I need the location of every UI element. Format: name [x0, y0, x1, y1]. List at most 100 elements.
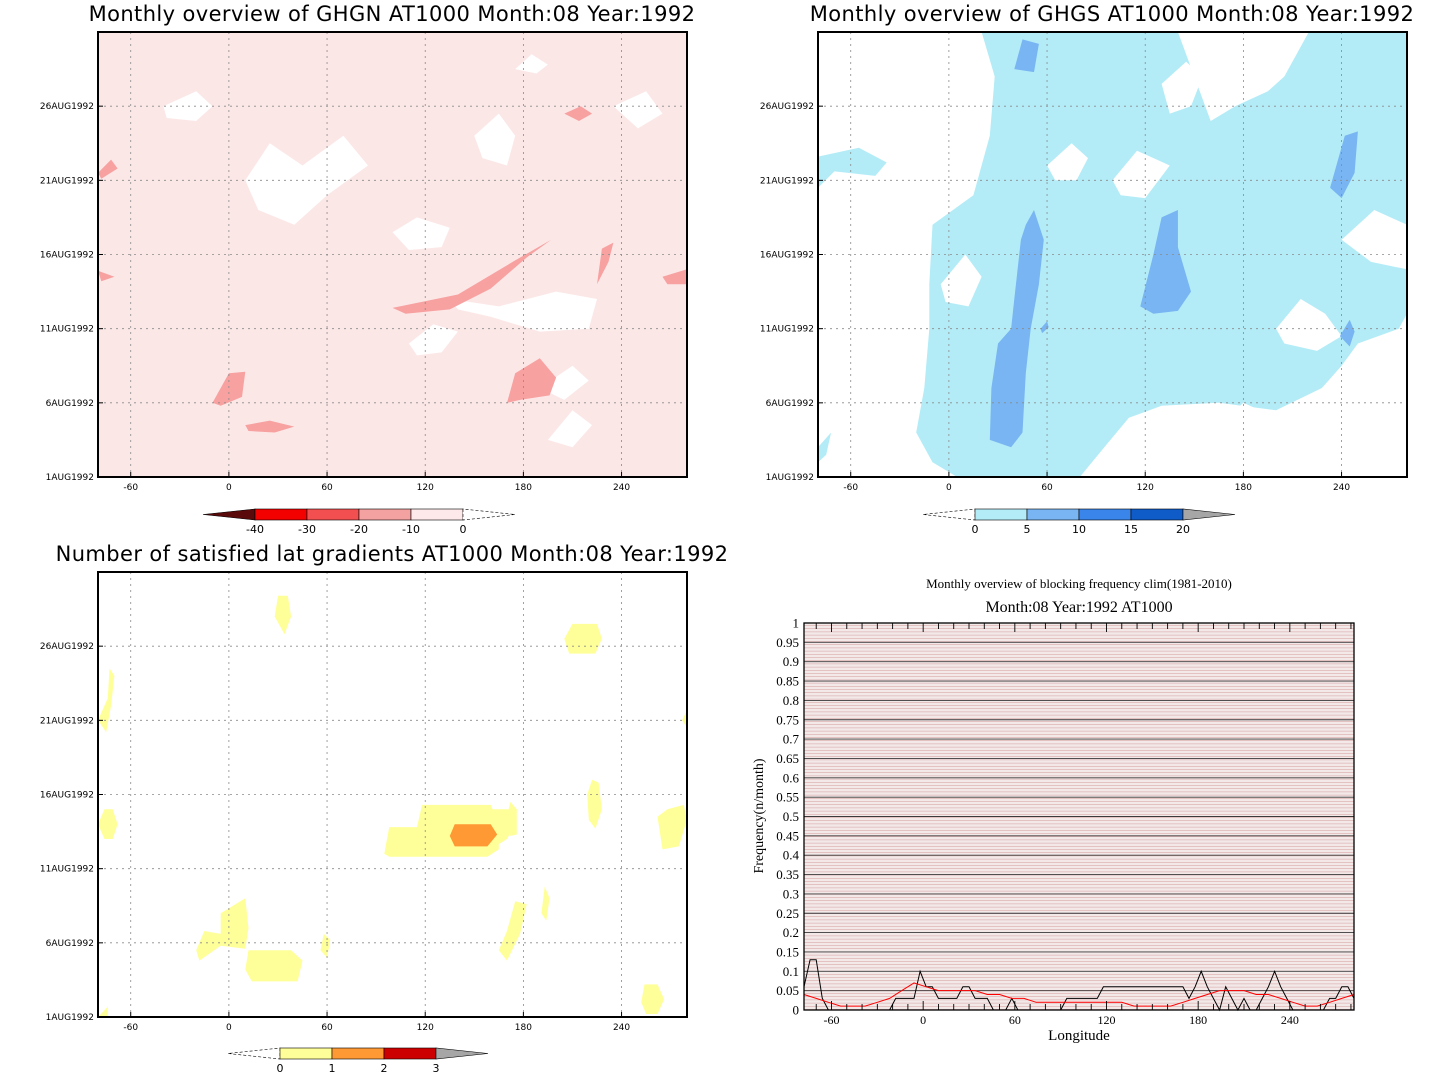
latgrad-region-15: [641, 984, 665, 1014]
blocking-y-tick-label-3: 0.15: [776, 944, 799, 959]
blocking-grid: [804, 622, 1354, 1011]
latgrad-region-10: [196, 898, 249, 961]
latgrad-colorbar: 0 1 2 3: [227, 1047, 489, 1075]
ghgn-colorbar-label-4: 0: [460, 523, 467, 536]
ghgn-x-tick-label-1: 0: [226, 483, 232, 493]
ghgn-x-tick-label-2: 60: [321, 483, 333, 493]
ghgs-y-tick-label-5: 26AUG1992: [760, 102, 814, 112]
latgrad-region-17: [449, 824, 498, 847]
blocking-y-tick-label-13: 0.65: [776, 751, 799, 766]
blocking-x-tick-label-1: 0: [920, 1013, 926, 1027]
ghgn-colorbar-label-3: -10: [402, 523, 420, 536]
blocking-y-tick-label-19: 0.95: [776, 635, 799, 650]
ghgn-region-6: [408, 324, 458, 356]
latgrad-colorbar-box-1: [331, 1047, 385, 1060]
ghgs-region-2: [818, 432, 832, 463]
ghgs-region-5: [1276, 299, 1342, 351]
latgrad-panel: Number of satisfied lat gradients AT1000…: [40, 542, 728, 1075]
ghgs-region-13: [1140, 210, 1191, 314]
latgrad-x-ticks: -60 0 60 120 180 240: [123, 1012, 630, 1033]
latgrad-colorbar-label-3: 3: [433, 1062, 440, 1075]
ghgs-colorbar-box-2: [1078, 508, 1132, 521]
latgrad-y-tick-label-2: 11AUG1992: [40, 865, 94, 875]
latgrad-colorbar-box-2: [383, 1047, 437, 1060]
ghgn-region-13: [212, 371, 246, 406]
ghgn-x-tick-label-3: 120: [417, 483, 434, 493]
latgrad-colorbar-box-0: [279, 1047, 333, 1060]
latgrad-colorbar-label-0: 0: [277, 1062, 284, 1075]
latgrad-y-tick-label-0: 1AUG1992: [46, 1013, 94, 1023]
ghgs-colorbar-label-2: 10: [1072, 523, 1086, 536]
ghgn-region-1: [245, 135, 368, 225]
blocking-y-tick-label-16: 0.8: [783, 693, 799, 708]
ghgn-x-tick-label-0: -60: [123, 483, 138, 493]
latgrad-colorbar-low-triangle: [227, 1047, 281, 1060]
ghgn-region-18: [98, 270, 115, 282]
ghgs-colorbar-label-4: 20: [1176, 523, 1190, 536]
ghgn-colorbar-label-2: -20: [350, 523, 368, 536]
latgrad-region-16: [98, 1006, 108, 1017]
ghgn-region-11: [392, 239, 552, 314]
latgrad-region-5: [564, 623, 602, 654]
blocking-y-tick-label-20: 1: [793, 616, 800, 631]
blocking-y-tick-label-17: 0.85: [776, 674, 799, 689]
ghgs-region-15: [1339, 319, 1355, 347]
ghgs-region-3: [1161, 61, 1203, 114]
ghgn-colorbar-box-3: [410, 508, 464, 521]
ghgn-y-tick-label-4: 21AUG1992: [40, 176, 94, 186]
ghgn-colorbar-box-0: [254, 508, 308, 521]
latgrad-x-tick-label-2: 60: [321, 1023, 333, 1033]
ghgs-colorbar-low-triangle: [922, 508, 976, 521]
blocking-series-line-0: [803, 959, 1355, 1012]
latgrad-region-7: [507, 801, 517, 836]
latgrad-colorbar-label-2: 2: [381, 1062, 388, 1075]
blocking-y-tick-label-5: 0.25: [776, 906, 799, 921]
ghgn-region-10: [613, 91, 663, 129]
ghgs-y-tick-label-1: 6AUG1992: [766, 399, 814, 409]
ghgs-colorbar-box-1: [1026, 508, 1080, 521]
ghgs-x-tick-label-3: 120: [1137, 483, 1154, 493]
blocking-series-line-1: [803, 982, 1355, 1007]
blocking-x-tick-label-3: 120: [1098, 1013, 1116, 1027]
blocking-y-tick-label-9: 0.45: [776, 828, 799, 843]
ghgn-colorbar-box-1: [306, 508, 360, 521]
blocking-x-tick-label-5: 240: [1281, 1013, 1299, 1027]
latgrad-x-tick-label-4: 180: [515, 1023, 532, 1033]
ghgn-x-ticks: -60 0 60 120 180 240: [123, 472, 630, 493]
ghgn-colorbar-label-1: -30: [298, 523, 316, 536]
ghgs-colorbar-high-triangle: [1182, 508, 1236, 521]
ghgs-panel: Monthly overview of GHGS AT1000 Month:08…: [760, 2, 1414, 536]
blocking-x-ticks: -60 0 60 120 180 240: [815, 623, 1352, 1027]
latgrad-region-12: [320, 933, 331, 958]
blocking-x-axis-label: Longitude: [1048, 1028, 1110, 1044]
latgrad-region-8: [657, 804, 687, 850]
ghgn-region-8: [547, 410, 593, 448]
latgrad-colorbar-label-1: 1: [329, 1062, 336, 1075]
latgrad-region-2: [98, 809, 118, 839]
ghgs-colorbar: 0 5 10 15 20: [922, 508, 1236, 536]
latgrad-x-tick-label-3: 120: [417, 1023, 434, 1033]
ghgn-region-4: [163, 91, 213, 121]
blocking-y-tick-label-4: 0.2: [783, 925, 799, 940]
latgrad-colorbar-high-triangle: [435, 1047, 489, 1060]
latgrad-x-tick-label-1: 0: [226, 1023, 232, 1033]
ghgs-colorbar-label-0: 0: [972, 523, 979, 536]
latgrad-region-9: [682, 710, 687, 728]
ghgs-colorbar-label-3: 15: [1124, 523, 1138, 536]
latgrad-region-11: [245, 950, 303, 982]
ghgn-colorbar-box-2: [358, 508, 412, 521]
ghgn-region-16: [564, 106, 593, 121]
ghgn-region-3: [474, 113, 516, 166]
ghgn-region-14: [245, 420, 295, 433]
blocking-y-tick-label-18: 0.9: [783, 654, 799, 669]
ghgs-region-14: [1330, 131, 1358, 199]
ghgs-colorbar-label-1: 5: [1024, 523, 1031, 536]
ghgn-colorbar-high-triangle: [462, 508, 516, 521]
blocking-y-tick-label-10: 0.5: [783, 809, 799, 824]
latgrad-region-3: [98, 668, 115, 733]
ghgn-colorbar: -40 -30 -20 -10 0: [202, 508, 516, 536]
ghgn-panel: Monthly overview of GHGN AT1000 Month:08…: [40, 2, 695, 536]
ghgs-y-tick-label-2: 11AUG1992: [760, 325, 814, 335]
blocking-y-tick-label-15: 0.75: [776, 712, 799, 727]
blocking-y-tick-label-11: 0.55: [776, 790, 799, 805]
